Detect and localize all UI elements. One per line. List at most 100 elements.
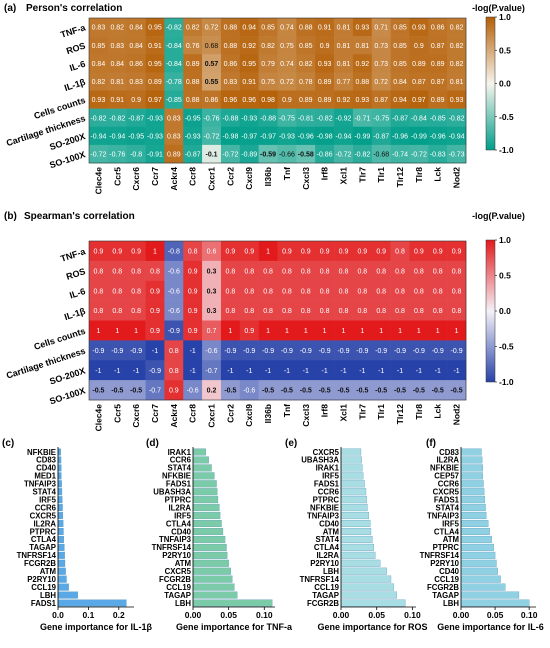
- cell-value-label: -0.88: [260, 115, 276, 122]
- bar-category-label: LBH: [175, 599, 191, 608]
- heatmap-cell: [428, 36, 448, 55]
- heatmap-cell: [107, 144, 127, 164]
- bar: [57, 480, 62, 488]
- bar: [192, 567, 231, 575]
- heatmap-cell: [258, 108, 278, 128]
- cell-value-label: 0.81: [110, 79, 124, 86]
- bar-category-label: LBH: [443, 599, 459, 608]
- cell-value-label: -1: [416, 368, 422, 375]
- heatmap-cell: [390, 36, 410, 55]
- column-label: Cxcr6: [131, 404, 141, 428]
- cell-value-label: 0.9: [376, 249, 386, 256]
- heatmap-cell: [371, 320, 391, 341]
- bar: [57, 535, 64, 543]
- cell-value-label: -0.7: [205, 368, 217, 375]
- bar-category-label: LBH: [40, 591, 56, 600]
- cell-value-label: -0.71: [354, 115, 370, 122]
- panel-label-f: (f): [426, 438, 436, 449]
- cell-value-label: -0.6: [205, 348, 217, 355]
- colorbar-tick-label: 0.0: [499, 79, 511, 89]
- bar-category-label: PTPRC: [433, 543, 460, 552]
- bar-category-label: NFKBIE: [310, 503, 339, 512]
- cell-value-label: -0.5: [300, 388, 312, 395]
- bar-category-label: FADS1: [31, 599, 57, 608]
- cell-value-label: 0.9: [452, 249, 462, 256]
- heatmap-cell: [277, 320, 297, 341]
- bar: [460, 591, 520, 599]
- heatmap-cell: [183, 300, 203, 321]
- cell-value-label: -0.9: [281, 348, 293, 355]
- bar: [340, 575, 392, 583]
- cell-value-label: 0.8: [376, 268, 386, 275]
- heatmap-cell: [409, 90, 429, 109]
- cell-value-label: -1: [95, 368, 101, 375]
- cell-value-label: 0.8: [320, 268, 330, 275]
- heatmap-cell: [277, 280, 297, 301]
- heatmap-cell: [277, 300, 297, 321]
- heatmap-cell: [352, 126, 373, 146]
- bar-category-label: CCR6: [438, 480, 460, 489]
- cell-value-label: 0.9: [131, 249, 141, 256]
- bar: [460, 567, 498, 575]
- cell-value-label: -0.94: [335, 133, 351, 140]
- heatmap-cell: [447, 241, 467, 262]
- heatmap-cell: [315, 280, 335, 301]
- cell-value-label: 0.71: [374, 25, 388, 32]
- column-label: Lck: [433, 404, 443, 419]
- cell-value-label: 0.8: [414, 308, 424, 315]
- heatmap-cell: [183, 90, 203, 109]
- cell-value-label: 0.89: [299, 97, 313, 104]
- cell-value-label: 0.8: [188, 249, 198, 256]
- cell-value-label: -0.76: [109, 152, 125, 159]
- cell-value-label: 0.8: [131, 308, 141, 315]
- heatmap-cell: [277, 36, 297, 55]
- cell-value-label: 0.89: [186, 61, 200, 68]
- heatmap-cell: [371, 380, 391, 401]
- bar-category-label: NFKBIE: [27, 448, 56, 457]
- cell-value-label: -0.73: [449, 152, 465, 159]
- cell-value-label: -0.85: [430, 115, 446, 122]
- heatmap-cell: [296, 320, 316, 341]
- heatmap-cell: [352, 300, 373, 321]
- cell-value-label: 0.9: [188, 268, 198, 275]
- heatmap-cell: [164, 144, 184, 164]
- cell-value-label: 1: [342, 328, 346, 335]
- heatmap-cell: [183, 144, 203, 164]
- heatmap-cell: [334, 380, 354, 401]
- bar: [460, 551, 496, 559]
- cell-value-label: -0.74: [392, 152, 408, 159]
- heatmap-cell: [183, 54, 203, 73]
- heatmap-cell: [89, 72, 109, 91]
- heatmap-cell: [296, 380, 316, 401]
- cell-value-label: -0.9: [224, 348, 236, 355]
- cell-value-label: 0.55: [205, 79, 219, 86]
- cell-value-label: 0.9: [339, 249, 349, 256]
- heatmap-cell: [352, 144, 373, 164]
- cell-value-label: -0.91: [147, 152, 163, 159]
- heatmap-cell: [390, 300, 410, 321]
- heatmap-cell: [183, 241, 203, 262]
- cell-value-label: 0.83: [110, 43, 124, 50]
- cell-value-label: 0.96: [224, 97, 238, 104]
- heatmap-cell: [126, 260, 146, 282]
- heatmap-cell: [277, 260, 297, 282]
- cell-value-label: 0.87: [431, 43, 445, 50]
- cell-value-label: -0.89: [241, 152, 257, 159]
- heatmap-cell: [107, 320, 127, 341]
- heatmap-cell: [107, 260, 127, 282]
- cell-value-label: -0.8: [130, 152, 142, 159]
- colorbar-tick-label: 0.0: [499, 306, 511, 316]
- heatmap-cell: [447, 18, 467, 37]
- heatmap-cell: [371, 108, 391, 128]
- column-label: Xcl1: [338, 404, 348, 422]
- heatmap-cell: [220, 108, 241, 128]
- heatmap-cell: [239, 54, 259, 73]
- heatmap-cell: [315, 90, 335, 109]
- cell-value-label: 0.8: [263, 268, 273, 275]
- x-tick-label: 0.10: [256, 610, 273, 620]
- heatmap-cell: [428, 144, 448, 164]
- bar: [57, 559, 66, 567]
- bar-category-label: CCR6: [35, 503, 57, 512]
- bar: [460, 527, 490, 535]
- bar: [57, 520, 64, 528]
